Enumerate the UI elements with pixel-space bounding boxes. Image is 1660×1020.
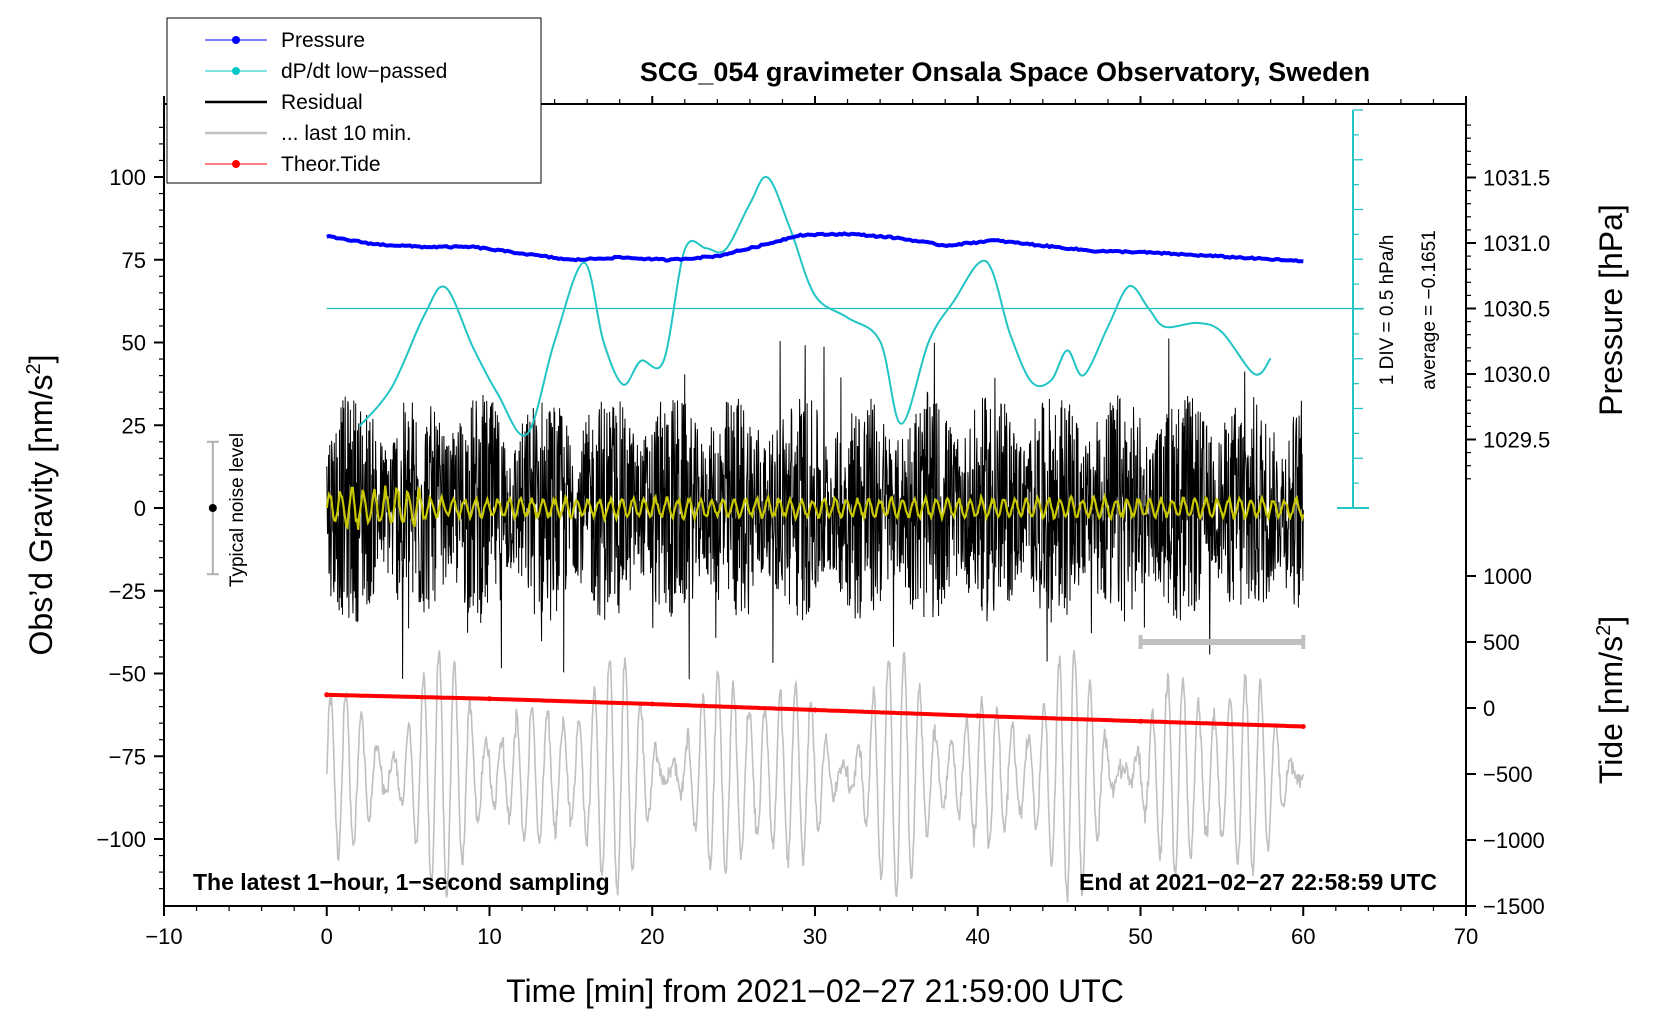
tide-point bbox=[1300, 723, 1306, 729]
x-tick-label: 70 bbox=[1454, 924, 1478, 949]
y-tick-label-tide: 1000 bbox=[1483, 564, 1532, 589]
dpdt-line bbox=[358, 175, 1272, 437]
noise-level-label: Typical noise level bbox=[227, 433, 248, 587]
y-tick-label-gravity: 50 bbox=[122, 331, 146, 356]
tide-point bbox=[324, 692, 330, 698]
y-tick-label-gravity: −100 bbox=[96, 827, 146, 852]
y-tick-label-gravity: −75 bbox=[109, 744, 146, 769]
tide-point bbox=[975, 713, 981, 719]
y-tick-label-pressure: 1031.0 bbox=[1483, 231, 1550, 256]
axes: −10 0 10 20 30 40 50 60 701007550250−25−50−75−10… bbox=[96, 96, 1550, 949]
note-latest-hour: The latest 1−hour, 1−second sampling bbox=[193, 869, 610, 895]
legend-swatch-dot bbox=[232, 67, 240, 75]
note-end-time: End at 2021−02−27 22:58:59 UTC bbox=[1079, 869, 1437, 895]
last10-line bbox=[326, 650, 1305, 903]
y-tick-label-gravity: 75 bbox=[122, 248, 146, 273]
legend-label: ... last 10 min. bbox=[281, 122, 412, 145]
y-tick-label-gravity: 100 bbox=[109, 165, 146, 190]
dpdt-average-label: average = −0.1651 bbox=[1419, 230, 1440, 390]
y-tick-label-gravity: −50 bbox=[109, 662, 146, 687]
y-tick-label-gravity: 0 bbox=[134, 496, 146, 521]
y-tick-label-tide: 500 bbox=[1483, 630, 1520, 655]
last10-series bbox=[326, 650, 1305, 903]
dpdt-scale-label: 1 DIV = 0.5 hPa/h bbox=[1377, 235, 1398, 386]
y-tick-label-pressure: 1030.5 bbox=[1483, 297, 1550, 322]
y-axis-title-tide-close: ] bbox=[1593, 616, 1629, 625]
x-axis-title: Time [min] from 2021−02−27 21:59:00 UTC bbox=[506, 973, 1124, 1009]
y-axis-title-pressure: Pressure [hPa] bbox=[1593, 204, 1629, 416]
annotations bbox=[206, 109, 1369, 649]
x-tick-label: 40 bbox=[966, 924, 990, 949]
legend-box bbox=[166, 17, 542, 184]
tide-point bbox=[1138, 718, 1143, 724]
legend-label: Pressure bbox=[281, 29, 365, 52]
x-tick-label: 0 bbox=[321, 924, 333, 949]
dpdt-series bbox=[326, 175, 1364, 437]
y-tick-label-gravity: −25 bbox=[109, 579, 146, 604]
y-tick-label-gravity: 25 bbox=[122, 413, 146, 438]
tide-point bbox=[487, 696, 492, 702]
x-tick-label: 30 bbox=[803, 924, 827, 949]
y-axis-title-gravity: Obs’d Gravity [nm/s2] bbox=[23, 355, 59, 656]
pressure-series bbox=[326, 231, 1304, 264]
tide-point bbox=[649, 701, 655, 707]
tide-point bbox=[812, 707, 818, 713]
legend-swatch-dot bbox=[232, 160, 240, 168]
legend-label: dP/dt low−passed bbox=[281, 60, 447, 83]
y-tick-label-tide: −1500 bbox=[1483, 894, 1545, 919]
y-tick-label-pressure: 1030.0 bbox=[1483, 362, 1550, 387]
y-axis-title-gravity-sup: 2 bbox=[23, 363, 45, 374]
y-tick-label-pressure: 1029.5 bbox=[1483, 428, 1550, 453]
y-axis-title-tide-text: Tide [nm/s bbox=[1593, 636, 1629, 784]
x-tick-label: 60 bbox=[1291, 924, 1315, 949]
x-tick-label: −10 bbox=[145, 924, 182, 949]
y-axis-title-tide-sup: 2 bbox=[1593, 625, 1615, 636]
residual-smoothed-line bbox=[325, 485, 1305, 531]
pressure-line bbox=[326, 231, 1304, 264]
y-tick-label-pressure: 1031.5 bbox=[1483, 166, 1550, 191]
y-tick-label-tide: −1000 bbox=[1483, 828, 1545, 853]
chart-title: SCG_054 gravimeter Onsala Space Observat… bbox=[640, 57, 1370, 87]
residual-smoothed-series bbox=[325, 485, 1305, 531]
legend-swatch-dot bbox=[232, 36, 240, 44]
y-axis-title-gravity-text: Obs’d Gravity [nm/s bbox=[23, 375, 59, 656]
y-axis-title-gravity-close: ] bbox=[23, 355, 59, 364]
legend-label: Residual bbox=[281, 91, 363, 114]
x-tick-label: 50 bbox=[1128, 924, 1152, 949]
noise-center-dot bbox=[208, 504, 217, 512]
y-tick-label-tide: 0 bbox=[1483, 696, 1495, 721]
y-tick-label-tide: −500 bbox=[1483, 762, 1533, 787]
legend-label: Theor.Tide bbox=[281, 153, 381, 176]
x-tick-label: 20 bbox=[640, 924, 664, 949]
tide-series bbox=[324, 692, 1306, 729]
x-tick-label: 10 bbox=[477, 924, 501, 949]
legend: Pressure dP/dt low−passed Residual ... last… bbox=[166, 17, 542, 184]
y-axis-title-tide: Tide [nm/s2] bbox=[1593, 616, 1629, 784]
